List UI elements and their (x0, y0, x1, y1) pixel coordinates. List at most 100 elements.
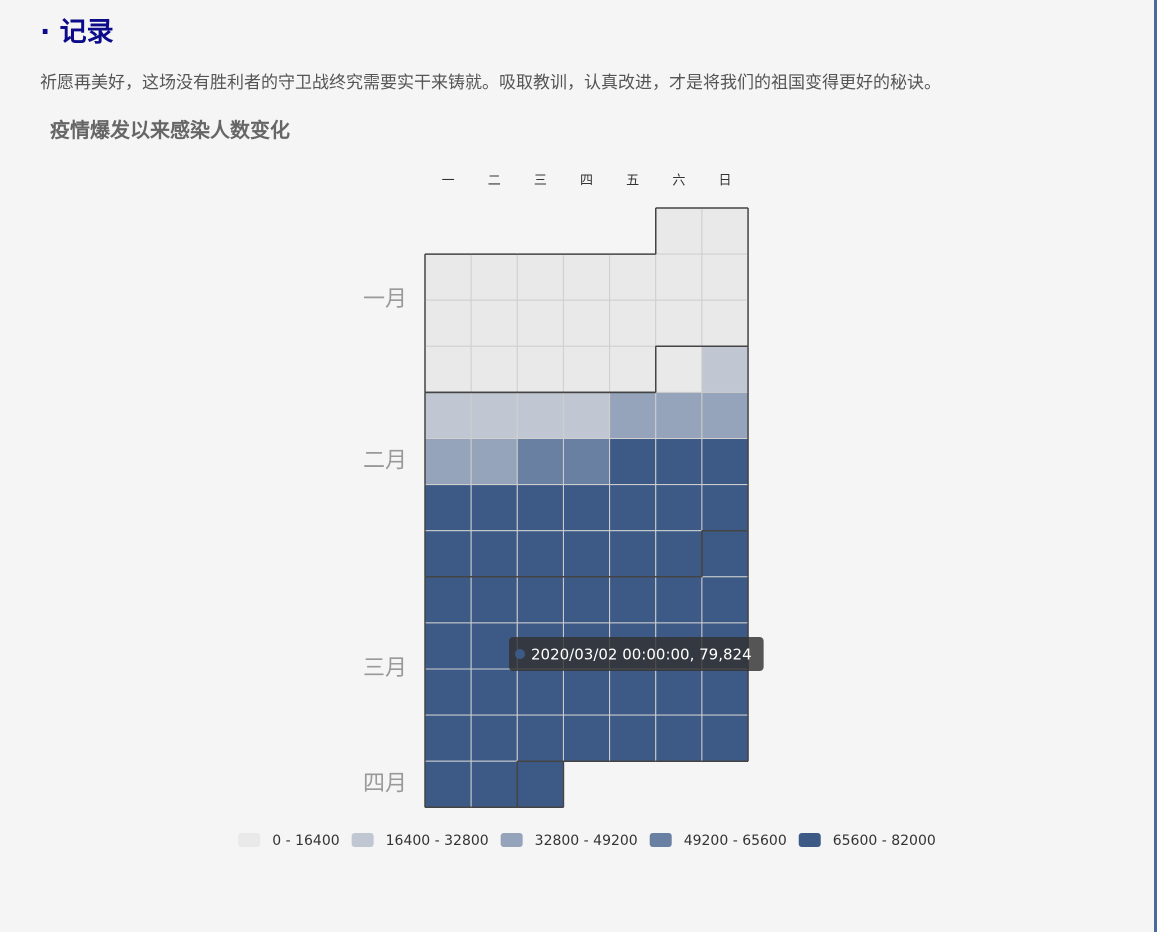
day-cell (424, 438, 472, 486)
window-edge (1154, 0, 1157, 932)
day-cell (701, 345, 749, 393)
day-cell (470, 576, 518, 624)
day-cell (655, 345, 703, 393)
day-cell (470, 345, 518, 393)
month-label: 一月 (363, 287, 407, 312)
day-cell (470, 760, 518, 808)
day-cell (609, 576, 657, 624)
day-cell (470, 438, 518, 486)
legend-label: 16400 - 32800 (386, 833, 489, 849)
legend-swatch (238, 833, 261, 847)
day-cell (609, 438, 657, 486)
day-cell (609, 253, 657, 301)
day-cell (516, 345, 564, 393)
day-cell (701, 530, 749, 578)
legend-label: 65600 - 82000 (833, 833, 936, 849)
day-cell (562, 668, 611, 716)
day-cell (424, 622, 472, 670)
day-cell (701, 299, 749, 347)
day-cell (470, 299, 518, 347)
tooltip: 2020/03/02 00:00:00, 79,824 (509, 637, 764, 671)
weekday-label: 一 (442, 174, 455, 189)
day-cell (609, 714, 657, 762)
day-cell (655, 299, 703, 347)
day-cell (655, 391, 703, 439)
day-cell (701, 438, 749, 486)
legend-label: 0 - 16400 (272, 833, 339, 849)
weekday-label: 二 (488, 174, 501, 189)
day-cell (701, 207, 749, 255)
month-label: 三月 (363, 656, 407, 681)
day-cell (701, 391, 749, 439)
day-cell (424, 714, 472, 762)
day-cell (516, 530, 564, 578)
legend-swatch (798, 833, 821, 847)
weekday-label: 日 (718, 174, 731, 189)
day-cell (701, 668, 749, 716)
day-cell (516, 576, 564, 624)
legend-swatch (500, 833, 523, 847)
day-cell (655, 714, 703, 762)
day-cell (516, 391, 564, 439)
weekday-label: 三 (534, 174, 547, 189)
day-cell (562, 253, 611, 301)
legend-swatch (649, 833, 672, 847)
day-cell (470, 253, 518, 301)
weekday-label: 六 (672, 174, 685, 189)
day-cell (424, 484, 472, 532)
day-cell (470, 714, 518, 762)
day-cell (701, 576, 749, 624)
day-cell (562, 299, 611, 347)
weekday-label: 五 (626, 174, 639, 189)
day-cell (470, 484, 518, 532)
tooltip-dot (515, 649, 525, 659)
day-cell (562, 530, 611, 578)
day-cell (655, 438, 703, 486)
day-cell (562, 714, 611, 762)
day-cell (516, 299, 564, 347)
tooltip-text: 2020/03/02 00:00:00, 79,824 (531, 646, 752, 664)
day-cell (516, 253, 564, 301)
day-cell (516, 714, 564, 762)
day-cell (424, 668, 472, 716)
day-cell (470, 391, 518, 439)
day-cell (562, 438, 611, 486)
day-cell (609, 299, 657, 347)
legend-label: 32800 - 49200 (535, 833, 638, 849)
day-cell (655, 253, 703, 301)
day-cell (470, 668, 518, 716)
day-cell (424, 530, 472, 578)
day-cell (470, 530, 518, 578)
day-cell (655, 484, 703, 532)
day-cell (424, 345, 472, 393)
legend: 0 - 16400 16400 - 32800 32800 - 49200 49200… (238, 833, 936, 849)
day-cell (609, 391, 657, 439)
day-cell (516, 438, 564, 486)
day-cell (609, 484, 657, 532)
day-cell (701, 253, 749, 301)
day-cell (424, 253, 472, 301)
day-cell (609, 668, 657, 716)
day-cell (562, 576, 611, 624)
day-cell (701, 484, 749, 532)
day-cell (655, 207, 703, 255)
chart-title: 疫情爆发以来感染人数变化 (50, 118, 290, 142)
section-title: · 记录 (40, 17, 114, 48)
day-cell (424, 391, 472, 439)
legend-swatch (351, 833, 374, 847)
month-label: 二月 (363, 449, 407, 474)
day-cell (609, 530, 657, 578)
day-cell (516, 484, 564, 532)
day-cell (516, 760, 564, 808)
tooltip-box (509, 637, 764, 671)
weekday-label: 四 (580, 174, 593, 189)
day-cell (562, 484, 611, 532)
day-cell (609, 345, 657, 393)
day-cell (655, 576, 703, 624)
day-cell (424, 299, 472, 347)
day-cell (562, 345, 611, 393)
paragraph: 祈愿再美好，这场没有胜利者的守卫战终究需要实干来铸就。吸取教训，认真改进，才是将… (40, 73, 941, 93)
day-cell (655, 530, 703, 578)
